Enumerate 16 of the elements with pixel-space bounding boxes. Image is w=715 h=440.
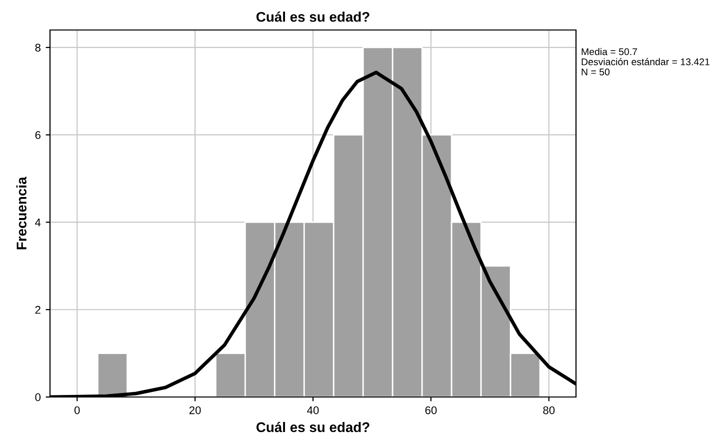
y-tick-label: 0 — [35, 393, 41, 402]
y-tick-label: 6 — [35, 131, 40, 139]
text: N = 50 — [582, 68, 610, 76]
text: Desviación estándar = 13.421 — [582, 58, 710, 66]
x-axis-title: Cuál es su edad? — [256, 422, 370, 432]
x-tick-label: 80 — [543, 406, 555, 414]
chart-title: Cuál es su edad? — [256, 11, 370, 22]
x-tick-label: 20 — [189, 406, 201, 414]
text: Media = 50.7 — [582, 48, 637, 56]
y-tick-label: 8 — [35, 44, 40, 52]
x-tick-label: 40 — [307, 406, 319, 414]
x-tick-label: 60 — [425, 406, 437, 414]
y-tick-label: 4 — [35, 218, 41, 226]
x-tick-label: 0 — [74, 406, 80, 414]
y-axis-title: Frecuencia — [16, 176, 26, 250]
y-tick-label: 2 — [35, 306, 40, 314]
